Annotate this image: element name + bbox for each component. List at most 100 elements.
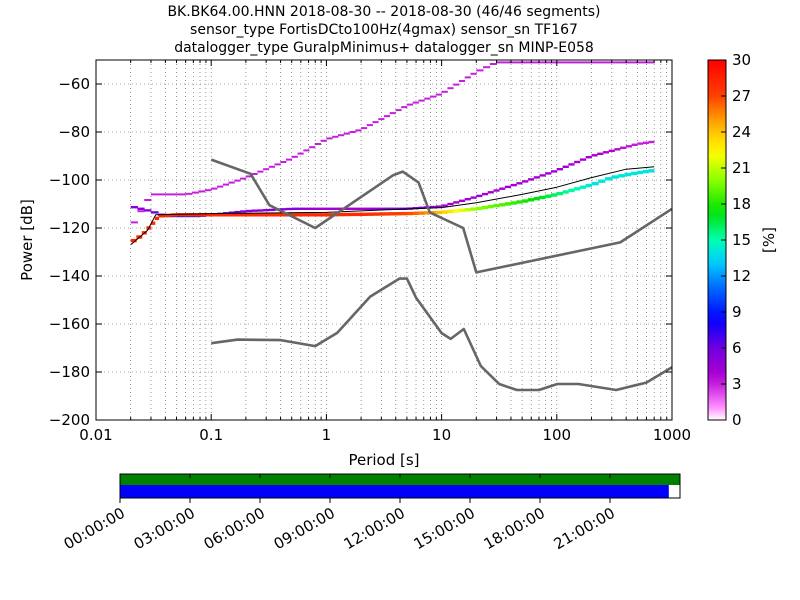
colorbar-tick-label: 21	[732, 159, 751, 177]
chart-title-line-3: datalogger_type GuralpMinimus+ datalogge…	[174, 40, 594, 56]
density-cell-core	[624, 172, 632, 177]
colorbar-tick-label: 9	[732, 303, 742, 321]
density-cell-secondary	[389, 207, 396, 210]
density-cell-outlier	[384, 115, 391, 118]
density-cell-outlier	[502, 61, 509, 64]
plot-area: 0.01 0.1 1 10 100 1000 −60 −80 −100 −120 −140 −160 −…	[18, 59, 691, 469]
density-cell-core	[476, 206, 483, 211]
density-cell-outlier	[130, 221, 138, 224]
density-cell-outlier	[361, 127, 368, 130]
density-cell-outlier	[185, 192, 193, 195]
density-cell-secondary	[533, 176, 540, 179]
density-cell-secondary	[591, 154, 598, 157]
chart-title-line-2: sensor_type FortisDCto100Hz(4gmax) senso…	[190, 22, 578, 38]
density-cell-outlier	[401, 106, 408, 109]
density-cell-core	[611, 175, 619, 179]
density-cell-core	[418, 211, 425, 215]
density-cell-secondary	[268, 208, 275, 212]
density-cell-outlier	[556, 61, 564, 64]
density-cell-secondary	[430, 205, 437, 209]
time-tick-label: 18:00:00	[481, 504, 548, 553]
density-cell-secondary	[297, 207, 304, 210]
density-cell-core	[384, 212, 391, 216]
density-cell-outlier	[635, 61, 643, 64]
y-tick-label: −120	[49, 219, 90, 237]
density-cell-core	[516, 200, 523, 204]
y-tick-label: −160	[49, 315, 90, 333]
density-cell-secondary	[620, 146, 627, 149]
density-cell-outlier	[611, 61, 619, 64]
density-cell-core	[251, 213, 258, 217]
density-cell-outlier	[343, 132, 350, 135]
density-cell-secondary	[240, 210, 247, 213]
density-cell-core	[458, 208, 466, 212]
x-axis-label: Period [s]	[348, 451, 419, 469]
density-cell-outlier	[137, 210, 145, 213]
time-tick-label: 15:00:00	[411, 504, 478, 553]
density-cell-outlier	[332, 135, 339, 138]
density-cell-core	[245, 213, 252, 217]
density-cell-secondary	[343, 207, 350, 210]
density-cell-secondary	[366, 207, 373, 210]
density-cell-secondary	[228, 211, 235, 214]
density-cell-secondary	[562, 165, 569, 168]
density-cell-outlier	[642, 61, 649, 64]
density-cell-core	[314, 213, 321, 217]
density-cell-secondary	[378, 207, 385, 210]
density-cell-secondary	[257, 209, 264, 212]
density-cell-outlier	[435, 93, 442, 96]
y-axis-label: Power [dB]	[18, 199, 36, 281]
density-cell-core	[378, 212, 385, 216]
density-cell-core	[482, 205, 489, 210]
x-tick-label: 100	[542, 426, 571, 444]
density-cell-secondary	[625, 145, 632, 148]
density-cell-core	[562, 190, 569, 194]
density-cell-core	[234, 213, 241, 217]
colorbar-tick-label: 27	[732, 87, 751, 105]
y-tick-label: −200	[49, 411, 90, 429]
density-cell-outlier	[168, 193, 175, 196]
density-cell-outlier	[378, 118, 385, 121]
density-cell-secondary	[516, 182, 523, 185]
density-cell-outlier	[458, 80, 466, 82]
density-cell-core	[372, 212, 379, 216]
density-cell-core	[447, 209, 454, 214]
x-tick-label: 10	[432, 426, 451, 444]
density-cell-outlier	[245, 175, 252, 178]
density-cell-secondary	[137, 207, 145, 210]
y-tick-label: −80	[58, 123, 90, 141]
density-cell-outlier	[326, 137, 333, 140]
density-cell-core	[551, 193, 558, 197]
density-cell-outlier	[366, 124, 373, 127]
density-cell-outlier	[550, 61, 558, 64]
plot-frame	[95, 59, 673, 421]
density-cell-outlier	[617, 61, 625, 64]
density-cell-outlier	[309, 146, 316, 149]
density-cell-secondary	[309, 207, 316, 210]
density-cell-outlier	[263, 168, 270, 171]
density-cell-outlier	[447, 87, 454, 90]
grid	[96, 60, 672, 420]
density-cell-core	[182, 213, 189, 217]
density-cell-outlier	[395, 109, 402, 112]
density-cell-secondary	[234, 210, 241, 214]
colorbar-tick-label: 24	[732, 123, 751, 141]
density-cell-secondary	[482, 192, 489, 196]
y-tick-label: −140	[49, 267, 90, 285]
density-cell-core	[297, 213, 304, 217]
density-cell-core	[130, 238, 137, 243]
density-cell-core	[487, 204, 494, 209]
density-cell-core	[464, 208, 471, 212]
density-cell-secondary	[326, 207, 333, 210]
density-cell-secondary	[545, 172, 552, 175]
density-cell-outlier	[544, 61, 552, 64]
density-cell-secondary	[499, 187, 506, 190]
x-tick-label: 0.01	[79, 426, 112, 444]
density-cell-outlier	[581, 61, 588, 64]
density-cell-core	[228, 213, 235, 217]
density-cell-secondary	[602, 151, 609, 154]
density-cell-outlier	[532, 61, 540, 64]
density-cell-outlier	[174, 193, 181, 196]
density-cell-secondary	[510, 183, 517, 187]
